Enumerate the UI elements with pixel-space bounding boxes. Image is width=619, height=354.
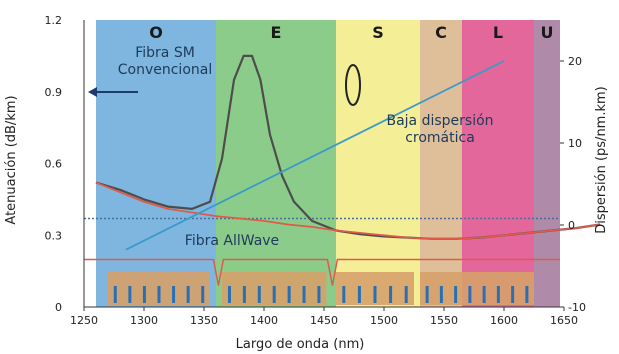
x-tick-label: 1650 bbox=[550, 314, 578, 327]
channel-marker bbox=[287, 286, 291, 303]
channel-marker bbox=[525, 286, 529, 303]
y-left-tick-label: 0.9 bbox=[45, 86, 63, 99]
x-ticks: 1250 1300 1350 1400 1450 1500 1550 1600 1650 bbox=[70, 307, 578, 327]
series-line-2 bbox=[95, 181, 601, 240]
arrow-left-icon bbox=[88, 87, 138, 97]
channel-marker bbox=[425, 286, 429, 303]
channel-marker bbox=[227, 286, 231, 303]
channel-marker bbox=[113, 286, 117, 303]
channel-block bbox=[420, 272, 534, 305]
y-right-tick-label: 10 bbox=[568, 137, 582, 150]
axes bbox=[83, 20, 560, 308]
band-u bbox=[534, 20, 560, 307]
x-tick-label: 1550 bbox=[430, 314, 458, 327]
y-left-axis-title: Atenuación (dB/km) bbox=[4, 95, 19, 224]
annotation-line: Convencional bbox=[118, 62, 212, 78]
band-c bbox=[420, 20, 462, 307]
band-label-l: L bbox=[493, 23, 503, 42]
channel-marker bbox=[172, 286, 176, 303]
channel-marker bbox=[389, 286, 393, 303]
channel-marker bbox=[257, 286, 261, 303]
channel-marker bbox=[357, 286, 361, 303]
band-e bbox=[216, 20, 336, 307]
y-left-tick-label: 0 bbox=[55, 301, 62, 314]
annotation-allwave: Fibra AllWave bbox=[185, 233, 279, 249]
annotation-line: cromática bbox=[405, 130, 475, 146]
channel-marker bbox=[511, 286, 515, 303]
channel-marker bbox=[317, 286, 321, 303]
channel-marker bbox=[157, 286, 161, 303]
channel-marker bbox=[496, 286, 500, 303]
channel-marker bbox=[201, 286, 205, 303]
channel-marker bbox=[468, 286, 472, 303]
y-right-axis-title: Dispersión (ps/nm.km) bbox=[594, 86, 609, 233]
channel-combs bbox=[108, 272, 534, 305]
reference-lines bbox=[84, 217, 560, 286]
data-series bbox=[95, 54, 601, 251]
y-right-ticks: -10 0 10 20 bbox=[560, 55, 586, 314]
band-s bbox=[336, 20, 420, 307]
y-right-tick-label: 0 bbox=[568, 219, 575, 232]
y-left-tick-label: 0.6 bbox=[45, 158, 63, 171]
y-left-tick-label: 1.2 bbox=[45, 14, 63, 27]
x-tick-label: 1400 bbox=[250, 314, 278, 327]
x-tick-label: 1450 bbox=[310, 314, 338, 327]
band-label-u: U bbox=[541, 23, 554, 42]
annotation-line: Fibra SM bbox=[135, 45, 195, 61]
channel-marker bbox=[439, 286, 443, 303]
channel-marker bbox=[342, 286, 346, 303]
channel-marker bbox=[373, 286, 377, 303]
annotation-conventional-fiber: Fibra SM Convencional bbox=[118, 45, 212, 78]
annotation-low-dispersion: Baja dispersión cromática bbox=[386, 113, 493, 146]
x-tick-label: 1300 bbox=[130, 314, 158, 327]
channel-marker bbox=[482, 286, 486, 303]
channel-marker bbox=[186, 286, 190, 303]
series-line-3 bbox=[125, 60, 505, 251]
channel-marker bbox=[142, 286, 146, 303]
annotation-line: Fibra AllWave bbox=[185, 233, 279, 249]
low-dispersion-ellipse-icon bbox=[345, 64, 361, 106]
channel-marker bbox=[404, 286, 408, 303]
y-left-ticks: 0 0.3 0.6 0.9 1.2 bbox=[45, 14, 63, 314]
y-right-tick-label: 20 bbox=[568, 55, 582, 68]
x-tick-label: 1600 bbox=[490, 314, 518, 327]
band-label-o: O bbox=[149, 23, 163, 42]
channel-marker bbox=[272, 286, 276, 303]
channel-marker bbox=[242, 286, 246, 303]
x-axis-title: Largo de onda (nm) bbox=[236, 337, 365, 352]
channel-marker bbox=[454, 286, 458, 303]
x-tick-label: 1350 bbox=[190, 314, 218, 327]
annotation-line: Baja dispersión bbox=[386, 113, 493, 129]
channel-marker bbox=[128, 286, 132, 303]
band-label-e: E bbox=[271, 23, 282, 42]
band-label-c: C bbox=[435, 23, 447, 42]
reference-line-threshold bbox=[84, 258, 560, 286]
x-tick-label: 1500 bbox=[370, 314, 398, 327]
band-label-s: S bbox=[372, 23, 384, 42]
channel-marker bbox=[302, 286, 306, 303]
y-right-tick-label: -10 bbox=[568, 301, 586, 314]
x-tick-label: 1250 bbox=[70, 314, 98, 327]
y-left-tick-label: 0.3 bbox=[45, 229, 63, 242]
